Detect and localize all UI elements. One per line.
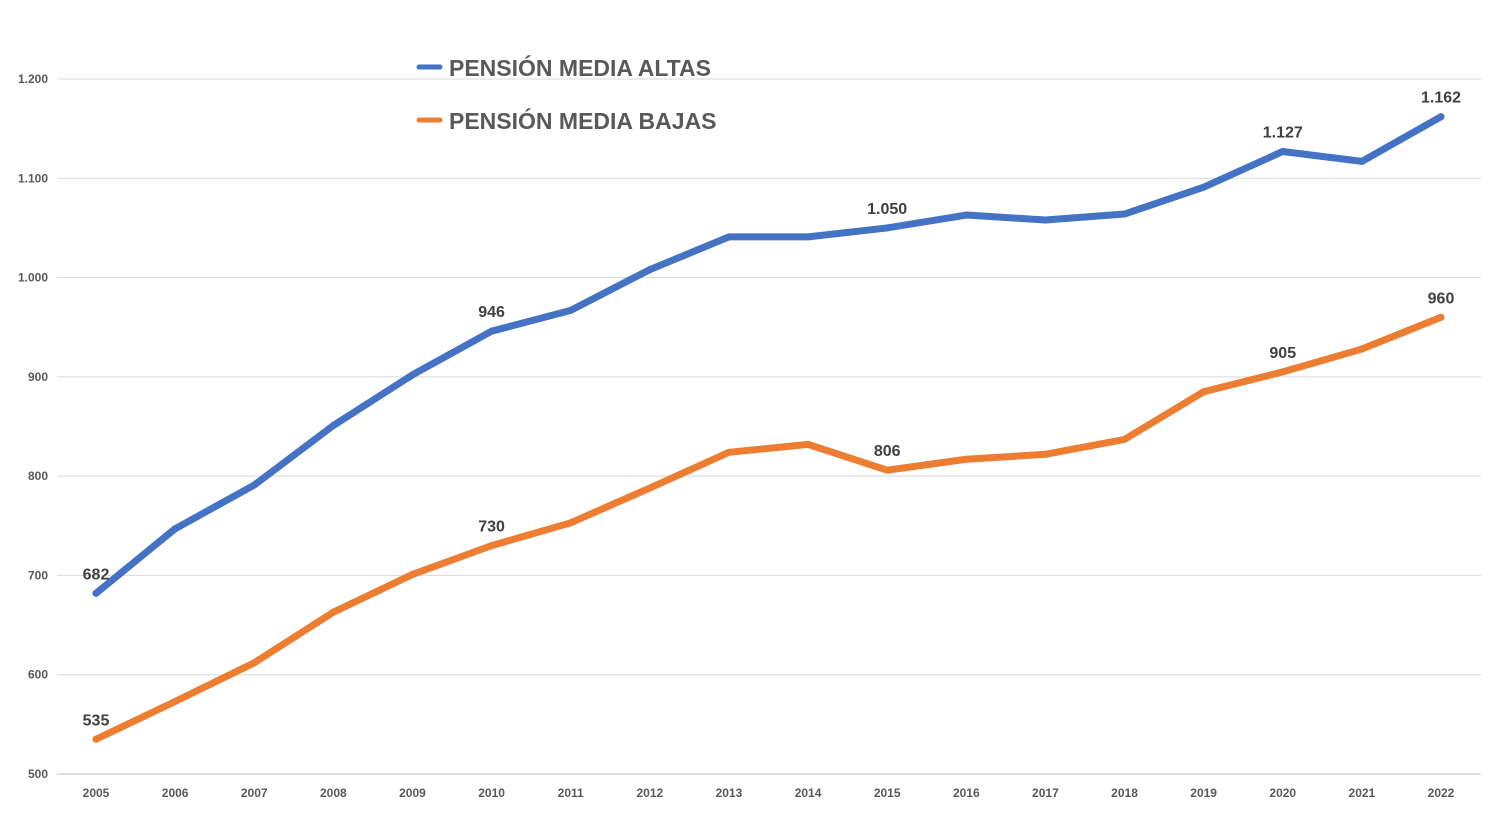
gridlines	[57, 78, 1481, 775]
x-tick-label: 2015	[874, 786, 901, 800]
x-tick-label: 2008	[320, 786, 347, 800]
x-axis: 2005 2006 2007 2008 2009 2010 2011 2012 2013 2014…	[83, 786, 1455, 800]
data-point	[883, 466, 891, 474]
data-point	[488, 327, 496, 335]
data-point	[646, 484, 654, 492]
data-point	[567, 306, 575, 314]
y-tick-label: 1.000	[18, 271, 48, 285]
legend-label: PENSIÓN MEDIA BAJAS	[449, 107, 717, 134]
series-lines	[92, 113, 1445, 743]
data-label: 960	[1428, 290, 1455, 307]
x-tick-label: 2016	[953, 786, 980, 800]
data-point	[488, 542, 496, 550]
data-point	[1121, 210, 1129, 218]
x-tick-label: 2011	[558, 786, 584, 800]
y-tick-label: 1.200	[18, 72, 48, 86]
data-point	[1121, 435, 1129, 443]
data-point	[329, 608, 337, 616]
y-tick-label: 700	[28, 568, 48, 582]
data-point	[1279, 368, 1287, 376]
x-tick-label: 2018	[1111, 786, 1138, 800]
y-tick-label: 1.100	[18, 171, 48, 185]
data-labels: 682 946 1.050 1.127 1.162 535 730 806 905 960	[83, 90, 1461, 730]
x-tick-label: 2013	[716, 786, 743, 800]
data-point	[725, 448, 733, 456]
data-point	[1041, 216, 1049, 224]
data-point	[171, 525, 179, 533]
data-point	[1200, 183, 1208, 191]
data-point	[1041, 450, 1049, 458]
legend-label: PENSIÓN MEDIA ALTAS	[449, 54, 711, 81]
data-point	[567, 519, 575, 527]
data-point	[250, 659, 258, 667]
data-point	[1200, 388, 1208, 396]
data-point	[408, 371, 416, 379]
data-label: 806	[874, 443, 901, 460]
y-tick-label: 500	[28, 767, 48, 781]
data-point	[804, 440, 812, 448]
data-point	[92, 589, 100, 597]
data-label: 1.050	[867, 201, 907, 218]
data-point	[250, 481, 258, 489]
data-point	[1437, 113, 1445, 121]
data-point	[883, 224, 891, 232]
x-tick-label: 2007	[241, 786, 268, 800]
data-point	[1279, 147, 1287, 155]
legend: PENSIÓN MEDIA ALTAS PENSIÓN MEDIA BAJAS	[416, 54, 717, 134]
x-tick-label: 2012	[636, 786, 663, 800]
data-point	[408, 570, 416, 578]
data-point	[804, 233, 812, 241]
x-tick-label: 2010	[478, 786, 505, 800]
y-tick-label: 800	[28, 469, 48, 483]
x-tick-label: 2021	[1349, 786, 1376, 800]
x-tick-label: 2020	[1269, 786, 1296, 800]
x-tick-label: 2009	[399, 786, 426, 800]
data-point	[1358, 345, 1366, 353]
data-point	[962, 455, 970, 463]
x-tick-label: 2006	[162, 786, 189, 800]
x-tick-label: 2014	[795, 786, 822, 800]
data-label: 1.162	[1421, 90, 1461, 107]
data-point	[646, 266, 654, 274]
data-label: 730	[478, 519, 505, 536]
data-point	[171, 698, 179, 706]
data-point	[329, 422, 337, 430]
data-point	[725, 233, 733, 241]
x-tick-label: 2022	[1428, 786, 1455, 800]
data-label: 1.127	[1263, 124, 1303, 141]
y-tick-label: 900	[28, 370, 48, 384]
x-tick-label: 2017	[1032, 786, 1059, 800]
x-tick-label: 2019	[1190, 786, 1217, 800]
series-line-bajas	[92, 313, 1445, 743]
y-axis: 500 600 700 800 900 1.000 1.100 1.200	[18, 72, 48, 781]
data-point	[92, 735, 100, 743]
data-label: 535	[83, 712, 110, 729]
y-tick-label: 600	[28, 668, 48, 682]
data-label: 905	[1269, 345, 1296, 362]
data-point	[1437, 313, 1445, 321]
x-tick-label: 2005	[83, 786, 110, 800]
data-label: 682	[83, 566, 110, 583]
data-point	[1358, 157, 1366, 165]
series-line-altas	[92, 113, 1445, 597]
data-label: 946	[478, 304, 505, 321]
data-point	[962, 211, 970, 219]
